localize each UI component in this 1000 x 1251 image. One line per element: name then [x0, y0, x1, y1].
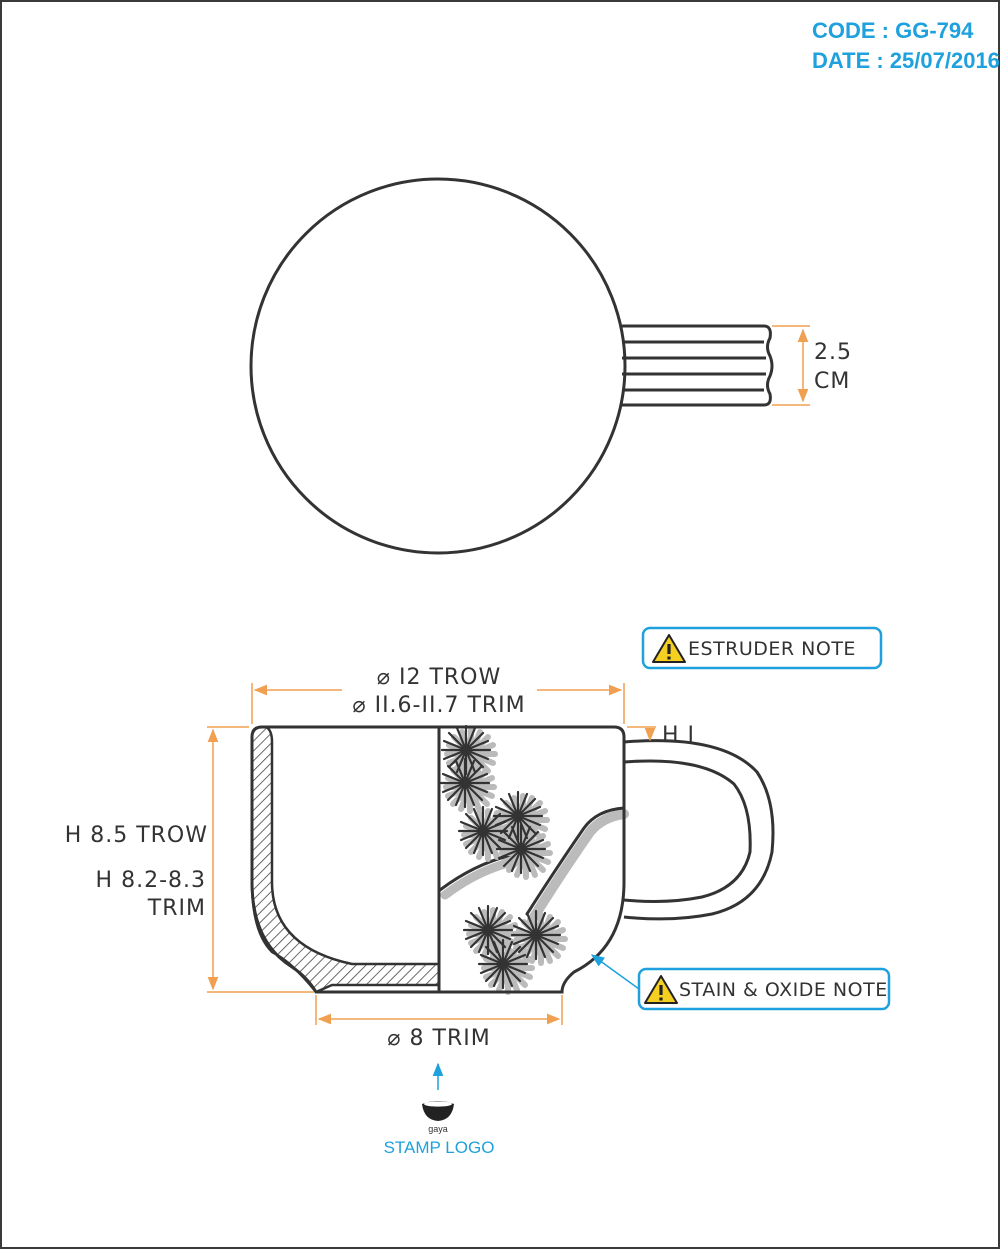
rim-diameter-dimension [251, 683, 625, 724]
rim-diameter-trim-label: ⌀ II.6-II.7 TRIM [352, 693, 525, 718]
height-trim-label-1: H 8.2-8.3 [96, 868, 206, 893]
stamp-logo: gaya STAMP LOGO [384, 1062, 495, 1157]
stain-oxide-note-label: STAIN & OXIDE NOTE [679, 979, 888, 1001]
height-dimension [207, 726, 314, 993]
bowl-icon [422, 1101, 454, 1121]
top-view: 2.5 CM [249, 177, 852, 555]
rim-diameter-trow-label: ⌀ I2 TROW [377, 665, 502, 690]
extruder-note[interactable]: ESTRUDER NOTE [641, 626, 883, 670]
side-view: ⌀ I2 TROW ⌀ II.6-II.7 TRIM H I H 8.5 TRO… [65, 665, 775, 1051]
pine-needle-decoration [402, 724, 565, 992]
handle-offset-dimension [627, 726, 656, 742]
extruder-note-label: ESTRUDER NOTE [688, 638, 856, 660]
drawing-code: CODE : GG-794 [812, 18, 974, 43]
cup-handle [623, 739, 775, 921]
stain-note-leader [590, 954, 640, 990]
drawing-date: DATE : 25/07/2016 [812, 48, 1000, 73]
height-trow-label: H 8.5 TROW [65, 823, 208, 848]
height-trim-label-2: TRIM [147, 896, 206, 921]
top-view-handle [622, 324, 774, 407]
stamp-brand: gaya [428, 1124, 448, 1134]
base-diameter-label: ⌀ 8 TRIM [387, 1026, 490, 1051]
handle-offset-label: H I [662, 723, 695, 748]
cup-rim-circle [249, 177, 627, 555]
base-diameter-dimension [315, 995, 563, 1025]
stamp-label: STAMP LOGO [384, 1138, 495, 1157]
handle-width-value: 2.5 [814, 340, 852, 365]
stain-oxide-note[interactable]: STAIN & OXIDE NOTE [590, 954, 891, 1011]
handle-width-unit: CM [814, 369, 850, 394]
handle-width-dimension [772, 325, 810, 406]
